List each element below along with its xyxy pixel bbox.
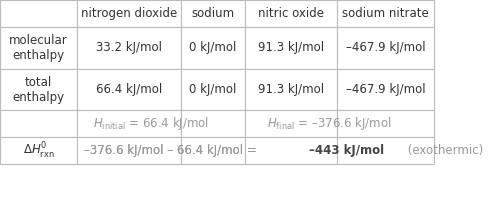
Bar bbox=[245, 137, 337, 164]
Bar bbox=[0, 0, 77, 27]
Bar bbox=[181, 69, 245, 110]
Text: 0 kJ/mol: 0 kJ/mol bbox=[190, 83, 237, 96]
Text: –443 kJ/mol: –443 kJ/mol bbox=[309, 144, 384, 157]
Bar bbox=[181, 0, 245, 27]
Bar bbox=[245, 0, 337, 27]
Text: $\mathit{H}_{\mathrm{initial}}$ = 66.4 kJ/mol: $\mathit{H}_{\mathrm{initial}}$ = 66.4 k… bbox=[93, 115, 209, 132]
Bar bbox=[245, 110, 337, 137]
Text: 66.4 kJ/mol: 66.4 kJ/mol bbox=[96, 83, 162, 96]
Bar bbox=[337, 110, 434, 137]
Text: 91.3 kJ/mol: 91.3 kJ/mol bbox=[258, 41, 324, 54]
Bar bbox=[77, 0, 181, 27]
Text: (exothermic): (exothermic) bbox=[404, 144, 483, 157]
Text: –376.6 kJ/mol – 66.4 kJ/mol =: –376.6 kJ/mol – 66.4 kJ/mol = bbox=[85, 144, 261, 157]
Bar bbox=[181, 137, 245, 164]
Text: 33.2 kJ/mol: 33.2 kJ/mol bbox=[96, 41, 162, 54]
Bar bbox=[0, 27, 77, 69]
Bar bbox=[181, 27, 245, 69]
Bar bbox=[245, 27, 337, 69]
Bar bbox=[0, 69, 77, 110]
Bar bbox=[77, 27, 181, 69]
Bar bbox=[77, 110, 181, 137]
Text: total
enthalpy: total enthalpy bbox=[13, 76, 64, 103]
Bar bbox=[337, 0, 434, 27]
Text: sodium nitrate: sodium nitrate bbox=[342, 7, 429, 20]
Text: sodium: sodium bbox=[192, 7, 235, 20]
Text: –467.9 kJ/mol: –467.9 kJ/mol bbox=[346, 83, 425, 96]
Bar bbox=[245, 69, 337, 110]
Text: $\mathit{H}_{\mathrm{final}}$ = –376.6 kJ/mol: $\mathit{H}_{\mathrm{final}}$ = –376.6 k… bbox=[267, 115, 392, 132]
Bar bbox=[181, 110, 245, 137]
Bar bbox=[0, 110, 77, 137]
Bar bbox=[0, 137, 77, 164]
Bar bbox=[77, 137, 181, 164]
Bar bbox=[337, 69, 434, 110]
Text: molecular
enthalpy: molecular enthalpy bbox=[9, 34, 68, 62]
Text: –467.9 kJ/mol: –467.9 kJ/mol bbox=[346, 41, 425, 54]
Text: nitric oxide: nitric oxide bbox=[258, 7, 324, 20]
Bar bbox=[337, 137, 434, 164]
Text: nitrogen dioxide: nitrogen dioxide bbox=[81, 7, 177, 20]
Text: 0 kJ/mol: 0 kJ/mol bbox=[190, 41, 237, 54]
Text: $\Delta H^{0}_{\mathrm{rxn}}$: $\Delta H^{0}_{\mathrm{rxn}}$ bbox=[23, 141, 54, 161]
Bar bbox=[77, 69, 181, 110]
Bar bbox=[337, 27, 434, 69]
Text: 91.3 kJ/mol: 91.3 kJ/mol bbox=[258, 83, 324, 96]
Text: –376.6 kJ/mol – 66.4 kJ/mol =: –376.6 kJ/mol – 66.4 kJ/mol = bbox=[85, 144, 261, 157]
